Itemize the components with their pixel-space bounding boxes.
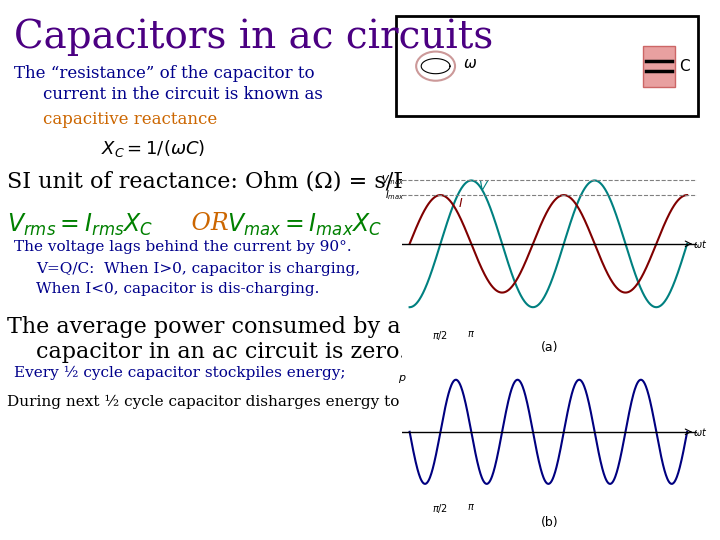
- Text: The average power consumed by a: The average power consumed by a: [7, 316, 401, 338]
- Bar: [396, 16, 698, 116]
- Text: SI unit of reactance: Ohm (Ω) = s/F: SI unit of reactance: Ohm (Ω) = s/F: [7, 170, 409, 192]
- Text: I: I: [459, 197, 462, 210]
- Text: capacitor in an ac circuit is zero.: capacitor in an ac circuit is zero.: [36, 341, 406, 363]
- Text: V=Q/C:  When I>0, capacitor is charging,: V=Q/C: When I>0, capacitor is charging,: [36, 262, 360, 276]
- Text: $\omega$: $\omega$: [463, 56, 477, 71]
- Text: (b): (b): [541, 516, 558, 529]
- Text: When I<0, capacitor is dis-charging.: When I<0, capacitor is dis-charging.: [36, 282, 320, 296]
- Text: p: p: [397, 373, 405, 383]
- Text: current in the circuit is known as: current in the circuit is known as: [43, 86, 323, 103]
- Text: (a): (a): [541, 341, 558, 354]
- Text: V: V: [478, 180, 487, 193]
- Text: During next ½ cycle capacitor disharges energy to circuit.: During next ½ cycle capacitor disharges …: [7, 395, 459, 409]
- Text: $X_C = 1/(\omega C)$: $X_C = 1/(\omega C)$: [101, 138, 205, 159]
- Text: $I_{max}$: $I_{max}$: [385, 188, 405, 202]
- Text: C: C: [679, 59, 690, 73]
- Text: Every ½ cycle capacitor stockpiles energy;: Every ½ cycle capacitor stockpiles energ…: [14, 366, 346, 380]
- Bar: [643, 45, 675, 86]
- Text: $\omega t$: $\omega t$: [693, 426, 707, 438]
- Text: The “resistance” of the capacitor to: The “resistance” of the capacitor to: [14, 65, 315, 82]
- Text: capacitive reactance: capacitive reactance: [43, 111, 217, 127]
- Text: Capacitors in ac circuits: Capacitors in ac circuits: [14, 19, 494, 56]
- Text: $\omega t$: $\omega t$: [693, 238, 707, 250]
- Text: OR: OR: [184, 212, 235, 235]
- Text: $V_{max}$: $V_{max}$: [381, 173, 405, 187]
- Text: $V_{rms} = I_{rms}X_C$: $V_{rms} = I_{rms}X_C$: [7, 212, 153, 238]
- Text: The voltage lags behind the current by 90°.: The voltage lags behind the current by 9…: [14, 240, 352, 254]
- Text: $V_{max} = I_{max}X_C$: $V_{max} = I_{max}X_C$: [227, 212, 382, 238]
